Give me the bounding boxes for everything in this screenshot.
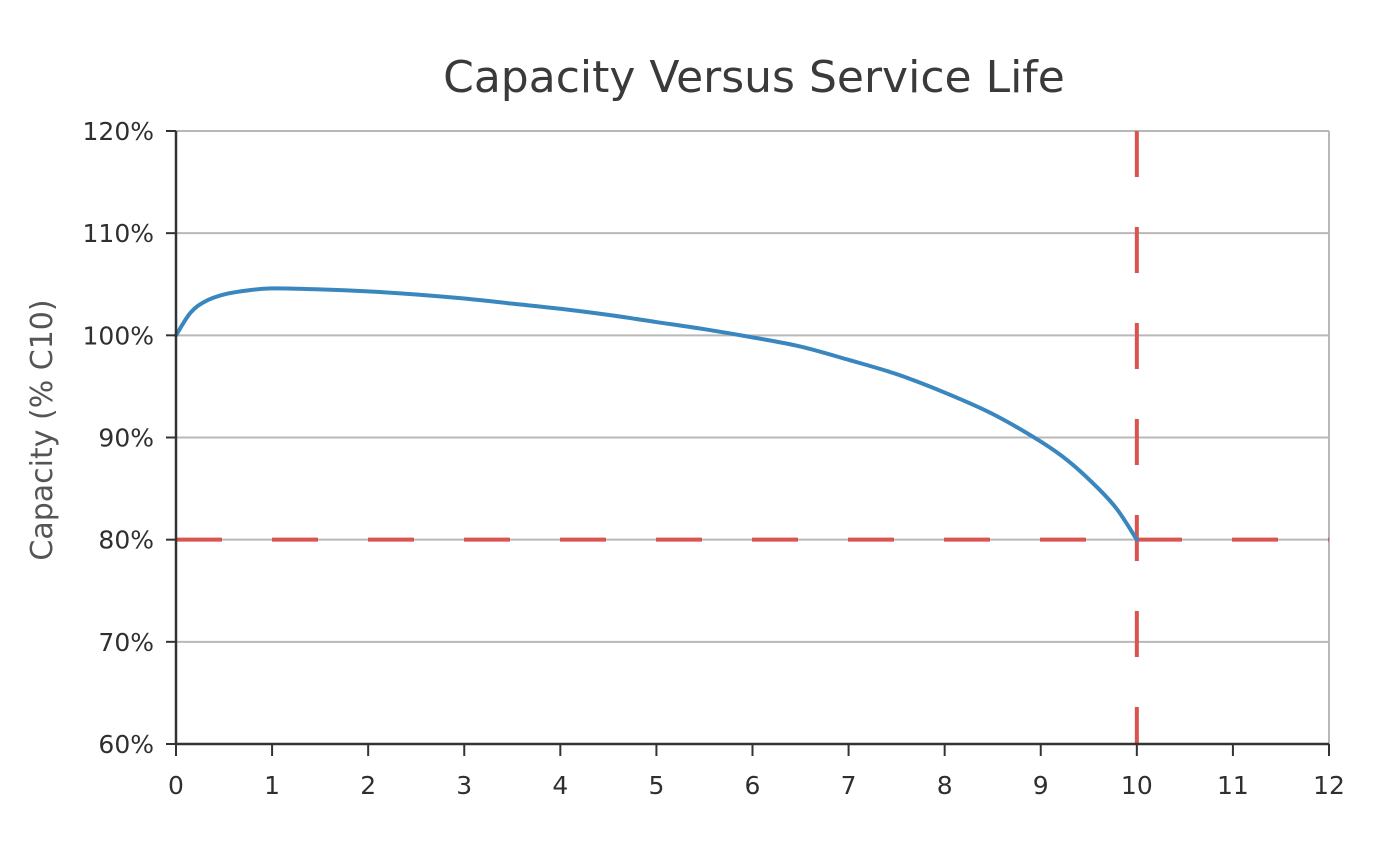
y-axis-label: Capacity (% C10): [25, 299, 60, 560]
x-tick-label: 10: [1121, 771, 1153, 800]
y-tick-label: 60%: [98, 730, 154, 759]
x-tick-label: 2: [360, 771, 376, 800]
tick-labels: 60%70%80%90%100%110%120%0 1 2 3 4 5 6 7 8 9 10 11 12: [83, 117, 1345, 800]
x-tick-label: 6: [745, 771, 761, 800]
gridlines: [176, 130, 1330, 744]
x-tick-label: 5: [648, 771, 664, 800]
x-tick-label: 1: [264, 771, 280, 800]
x-tick-label: 7: [841, 771, 857, 800]
x-tick-label: 9: [1033, 771, 1049, 800]
x-tick-label: 4: [552, 771, 568, 800]
x-tick-label: 11: [1217, 771, 1249, 800]
y-tick-label: 90%: [98, 424, 154, 453]
x-tick-label: 3: [456, 771, 472, 800]
y-tick-label: 70%: [98, 628, 154, 657]
y-tick-label: 80%: [98, 526, 154, 555]
y-tick-label: 100%: [83, 321, 154, 350]
x-tick-label: 12: [1313, 771, 1345, 800]
axes: [166, 130, 1330, 756]
chart-title: Capacity Versus Service Life: [443, 52, 1065, 103]
x-tick-label: 8: [937, 771, 953, 800]
x-tick-label: 0: [168, 771, 184, 800]
y-tick-label: 120%: [83, 117, 154, 146]
y-tick-label: 110%: [83, 219, 154, 248]
capacity-curve: [174, 286, 1139, 542]
series-layer: [174, 286, 1139, 542]
